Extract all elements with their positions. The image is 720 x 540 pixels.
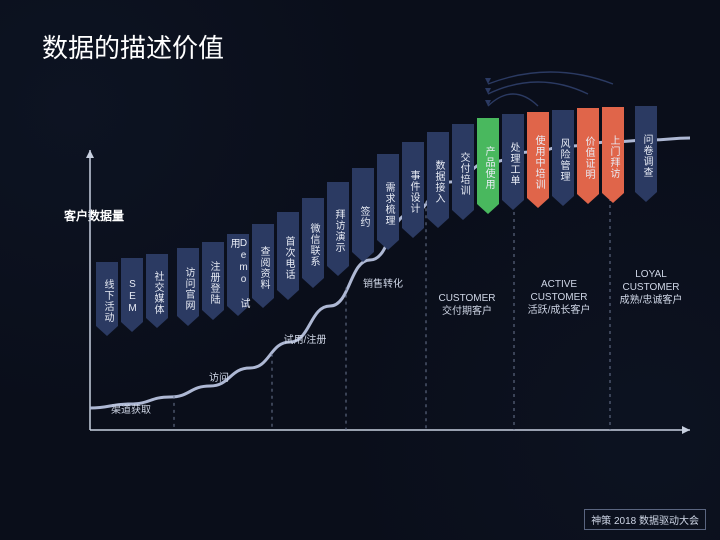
stage-label: 销售转化 <box>338 278 428 291</box>
lifecycle-tag: Demo 试用 <box>227 234 249 316</box>
lifecycle-tag: 事件设计 <box>402 142 424 238</box>
stage-label: 试用/注册 <box>260 334 350 347</box>
lifecycle-tag: 首次电话 <box>277 212 299 300</box>
lifecycle-tag: 签约 <box>352 168 374 262</box>
stage-label: 访问 <box>174 372 264 385</box>
lifecycle-tag: SEM <box>121 258 143 332</box>
lifecycle-tag: 价值证明 <box>577 108 599 204</box>
stage-label: CUSTOMER 交付期客户 <box>422 292 512 318</box>
lifecycle-tag: 拜访演示 <box>327 182 349 276</box>
lifecycle-chart: 渠道获取访问试用/注册销售转化CUSTOMER 交付期客户ACTIVE CUST… <box>90 90 690 490</box>
lifecycle-tag: 注册登陆 <box>202 242 224 320</box>
lifecycle-tag: 使用中培训 <box>527 112 549 208</box>
lifecycle-tag: 上门拜访 <box>602 107 624 203</box>
lifecycle-tag: 数据接入 <box>427 132 449 228</box>
lifecycle-tag: 产品使用 <box>477 118 499 214</box>
lifecycle-tag: 社交媒体 <box>146 254 168 328</box>
stage-label: ACTIVE CUSTOMER 活跃/成长客户 <box>514 278 604 317</box>
lifecycle-tag: 访问官网 <box>177 248 199 326</box>
lifecycle-tag: 处理工单 <box>502 114 524 210</box>
page-title: 数据的描述价值 <box>42 28 224 65</box>
footer-badge: 神策 2018 数据驱动大会 <box>584 509 706 530</box>
lifecycle-tag: 需求梳理 <box>377 154 399 250</box>
lifecycle-tag: 风险管理 <box>552 110 574 206</box>
stage-label: LOYAL CUSTOMER 成熟/忠诚客户 <box>606 268 696 307</box>
lifecycle-tag: 微信联系 <box>302 198 324 288</box>
lifecycle-tag: 线下活动 <box>96 262 118 336</box>
lifecycle-tag: 交付培训 <box>452 124 474 220</box>
lifecycle-tag: 问卷调查 <box>635 106 657 202</box>
stage-label: 渠道获取 <box>86 404 176 417</box>
lifecycle-tag: 查阅资料 <box>252 224 274 308</box>
